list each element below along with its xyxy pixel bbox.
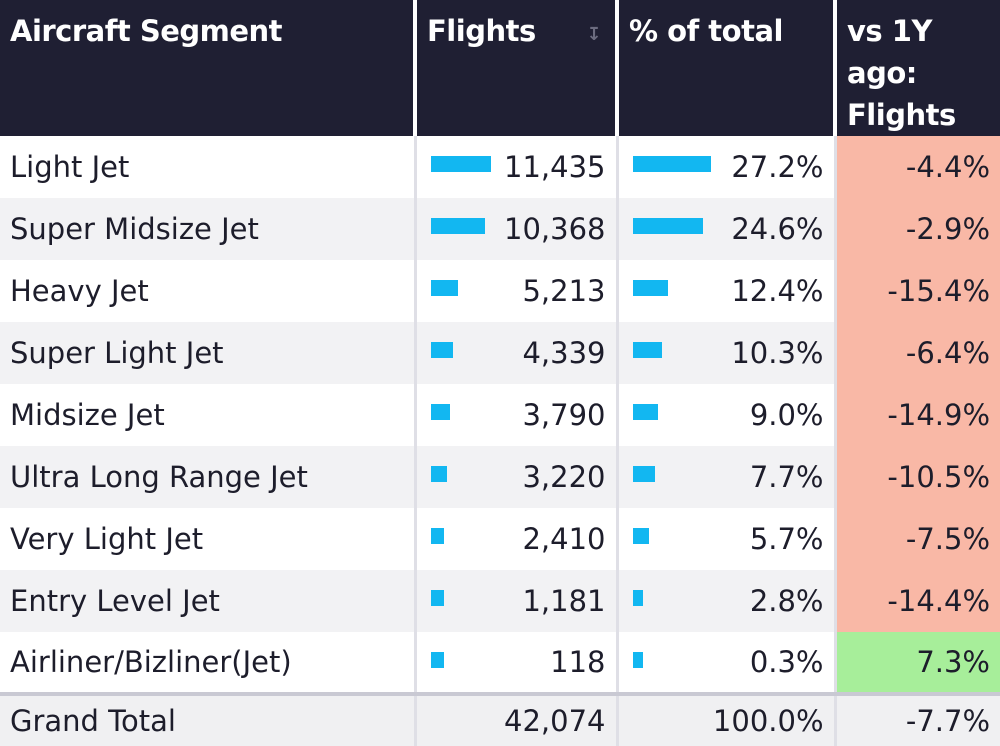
table-row[interactable]: Very Light Jet 2,410 5.7% -7.5%	[0, 508, 1000, 570]
header-row: Aircraft Segment Flights ↧ % of total vs…	[0, 0, 1000, 136]
pct-bar	[632, 652, 643, 668]
flights-cell: 118	[415, 632, 619, 694]
flights-cell: 5,213	[415, 260, 619, 322]
flights-bar	[430, 342, 454, 358]
flights-bar	[430, 404, 451, 420]
flights-value: 2,410	[522, 522, 606, 556]
header-flights-label: Flights	[427, 14, 536, 48]
pct-value: 0.3%	[749, 645, 824, 679]
header-pct[interactable]: % of total	[617, 0, 837, 136]
table-row[interactable]: Super Light Jet 4,339 10.3% -6.4%	[0, 322, 1000, 384]
total-flights-value: 42,074	[415, 692, 619, 746]
total-yoy-value: -7.7%	[835, 692, 1000, 746]
table-row[interactable]: Super Midsize Jet 10,368 24.6% -2.9%	[0, 198, 1000, 260]
flights-bar	[430, 218, 485, 234]
table-row[interactable]: Airliner/Bizliner(Jet) 118 0.3% 7.3%	[0, 632, 1000, 694]
flights-cell: 11,435	[415, 136, 619, 198]
pct-value: 27.2%	[731, 150, 824, 184]
pct-value: 2.8%	[749, 584, 824, 618]
yoy-value: -14.9%	[835, 384, 1000, 446]
flights-value: 1,181	[522, 584, 606, 618]
table-row[interactable]: Midsize Jet 3,790 9.0% -14.9%	[0, 384, 1000, 446]
pct-cell: 5.7%	[617, 508, 837, 570]
flights-bar	[430, 528, 444, 544]
pct-value: 7.7%	[749, 460, 824, 494]
pct-bar	[632, 466, 655, 482]
segment-name: Very Light Jet	[0, 508, 417, 570]
pct-cell: 0.3%	[617, 632, 837, 694]
table-row[interactable]: Light Jet 11,435 27.2% -4.4%	[0, 136, 1000, 198]
total-segment-label: Grand Total	[0, 692, 417, 746]
flights-value: 4,339	[522, 336, 606, 370]
pct-value: 5.7%	[749, 522, 824, 556]
header-yoy[interactable]: vs 1Y ago: Flights	[835, 0, 1000, 136]
header-flights[interactable]: Flights ↧	[415, 0, 619, 136]
segment-name: Entry Level Jet	[0, 570, 417, 632]
yoy-value: -14.4%	[835, 570, 1000, 632]
flights-bar	[430, 590, 444, 606]
flights-cell: 2,410	[415, 508, 619, 570]
flights-value: 11,435	[504, 150, 606, 184]
pct-cell: 12.4%	[617, 260, 837, 322]
segment-name: Super Midsize Jet	[0, 198, 417, 260]
flights-value: 3,790	[522, 398, 606, 432]
yoy-value: 7.3%	[835, 632, 1000, 694]
flights-bar	[430, 652, 444, 668]
flights-cell: 10,368	[415, 198, 619, 260]
header-segment[interactable]: Aircraft Segment	[0, 0, 417, 136]
pct-bar	[632, 280, 669, 296]
flights-value: 3,220	[522, 460, 606, 494]
segment-name: Light Jet	[0, 136, 417, 198]
flights-bar	[430, 466, 448, 482]
pct-bar	[632, 590, 643, 606]
flights-value: 5,213	[522, 274, 606, 308]
segment-name: Airliner/Bizliner(Jet)	[0, 632, 417, 694]
yoy-value: -10.5%	[835, 446, 1000, 508]
pct-bar	[632, 528, 649, 544]
flights-cell: 3,220	[415, 446, 619, 508]
yoy-value: -2.9%	[835, 198, 1000, 260]
segment-name: Midsize Jet	[0, 384, 417, 446]
yoy-value: -4.4%	[835, 136, 1000, 198]
table-row[interactable]: Heavy Jet 5,213 12.4% -15.4%	[0, 260, 1000, 322]
yoy-value: -15.4%	[835, 260, 1000, 322]
pct-value: 9.0%	[749, 398, 824, 432]
pct-bar	[632, 218, 704, 234]
flights-cell: 4,339	[415, 322, 619, 384]
segment-name: Ultra Long Range Jet	[0, 446, 417, 508]
segment-name: Super Light Jet	[0, 322, 417, 384]
flights-cell: 3,790	[415, 384, 619, 446]
pct-value: 24.6%	[731, 212, 824, 246]
pct-value: 10.3%	[731, 336, 824, 370]
flights-value: 10,368	[504, 212, 606, 246]
sort-descending-icon[interactable]: ↧	[586, 24, 601, 45]
flights-cell: 1,181	[415, 570, 619, 632]
pct-value: 12.4%	[731, 274, 824, 308]
yoy-value: -6.4%	[835, 322, 1000, 384]
pct-cell: 10.3%	[617, 322, 837, 384]
flights-value: 118	[550, 645, 606, 679]
flights-bar	[430, 156, 491, 172]
pct-cell: 9.0%	[617, 384, 837, 446]
pct-bar	[632, 156, 711, 172]
pct-cell: 7.7%	[617, 446, 837, 508]
table-row[interactable]: Ultra Long Range Jet 3,220 7.7% -10.5%	[0, 446, 1000, 508]
pct-bar	[632, 404, 659, 420]
table-row[interactable]: Entry Level Jet 1,181 2.8% -14.4%	[0, 570, 1000, 632]
pct-cell: 27.2%	[617, 136, 837, 198]
pct-cell: 24.6%	[617, 198, 837, 260]
pct-cell: 2.8%	[617, 570, 837, 632]
total-pct-value: 100.0%	[617, 692, 837, 746]
yoy-value: -7.5%	[835, 508, 1000, 570]
segment-name: Heavy Jet	[0, 260, 417, 322]
grand-total-row: Grand Total 42,074 100.0% -7.7%	[0, 692, 1000, 746]
flights-bar	[430, 280, 458, 296]
pct-bar	[632, 342, 663, 358]
